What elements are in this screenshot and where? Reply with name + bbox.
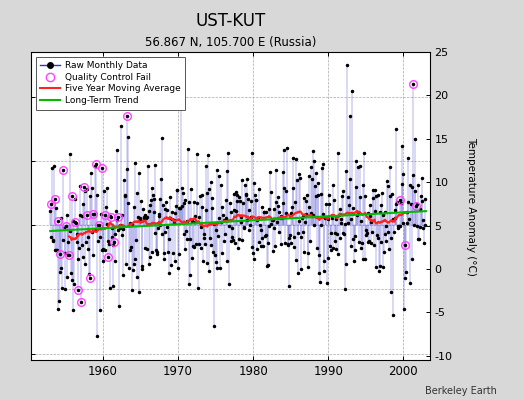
Text: UST-KUT: UST-KUT [195, 12, 266, 30]
Y-axis label: Temperature Anomaly (°C): Temperature Anomaly (°C) [466, 136, 476, 276]
Text: 56.867 N, 105.700 E (Russia): 56.867 N, 105.700 E (Russia) [145, 36, 316, 49]
Text: Berkeley Earth: Berkeley Earth [425, 386, 497, 396]
Legend: Raw Monthly Data, Quality Control Fail, Five Year Moving Average, Long-Term Tren: Raw Monthly Data, Quality Control Fail, … [36, 56, 185, 110]
